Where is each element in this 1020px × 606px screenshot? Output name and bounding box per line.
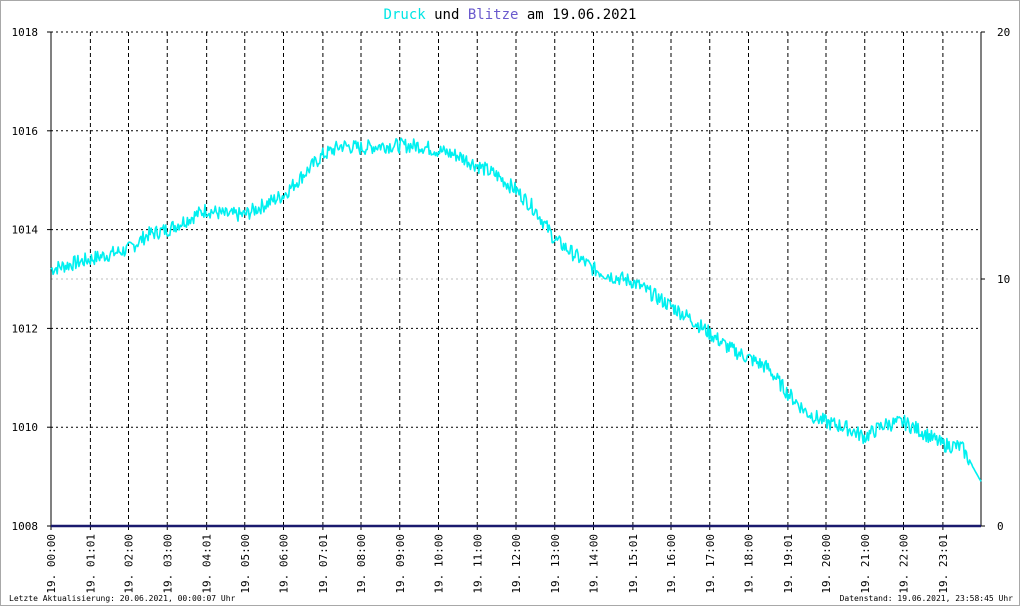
- y-right-tick-label: 0: [997, 520, 1004, 533]
- x-tick-label: 19. 19:01: [782, 534, 795, 594]
- x-tick-label: 19. 23:01: [937, 534, 950, 594]
- series-line-druck: [50, 137, 982, 482]
- y-right-tick-labels: 0 10 20: [997, 26, 1010, 533]
- x-tick-label: 19. 14:00: [588, 534, 601, 594]
- x-tick-label: 19. 11:00: [471, 534, 484, 594]
- title-date: am 19.06.2021: [518, 7, 636, 23]
- x-tick-label: 19. 17:00: [704, 534, 717, 594]
- footer-data-status: Datenstand: 19.06.2021, 23:58:45 Uhr: [840, 594, 1014, 603]
- x-tick-label: 19. 12:00: [510, 534, 523, 594]
- y-right-tick-label: 10: [997, 273, 1010, 286]
- x-tick-label: 19. 15:01: [627, 534, 640, 594]
- y-left-tick-label: 1008: [12, 520, 39, 533]
- y-left-tick-label: 1018: [12, 26, 39, 39]
- x-tick-label: 19. 00:00: [45, 534, 58, 594]
- x-tick-label: 19. 03:00: [161, 534, 174, 594]
- title-blitze: Blitze: [468, 7, 519, 23]
- x-tick-labels: 19. 00:00 19. 01:01 19. 02:00 19. 03:00 19. …: [45, 534, 950, 594]
- grid: [51, 32, 981, 526]
- y-left-tick-label: 1010: [12, 421, 39, 434]
- y-left-tick-label: 1014: [12, 224, 39, 237]
- x-tick-label: 19. 18:00: [743, 534, 756, 594]
- x-tick-label: 19. 13:00: [549, 534, 562, 594]
- x-tick-label: 19. 06:00: [278, 534, 291, 594]
- y-right-tick-label: 20: [997, 26, 1010, 39]
- chart-title: Druck und Blitze am 19.06.2021: [384, 7, 637, 23]
- x-tick-label: 19. 20:00: [820, 534, 833, 594]
- footer-last-update: Letzte Aktualisierung: 20.06.2021, 00:00…: [9, 594, 236, 603]
- y-left-tick-label: 1012: [12, 322, 39, 335]
- series-group: [50, 137, 982, 528]
- x-tick-label: 19. 09:00: [394, 534, 407, 594]
- x-tick-label: 19. 22:00: [898, 534, 911, 594]
- x-tick-label: 19. 01:01: [84, 534, 97, 594]
- x-tick-label: 19. 05:00: [239, 534, 252, 594]
- y-left-tick-label: 1016: [12, 125, 39, 138]
- x-tick-label: 19. 04:01: [201, 534, 214, 594]
- x-tick-label: 19. 10:00: [433, 534, 446, 594]
- x-tick-label: 19. 16:00: [665, 534, 678, 594]
- y-left-tick-labels: 1008 1010 1012 1014 1016 1018: [12, 26, 39, 533]
- title-druck: Druck: [384, 7, 427, 23]
- x-tick-label: 19. 07:01: [317, 534, 330, 594]
- title-und: und: [426, 7, 468, 23]
- x-tick-label: 19. 08:00: [355, 534, 368, 594]
- x-tick-label: 19. 21:00: [859, 534, 872, 594]
- x-tick-label: 19. 02:00: [123, 534, 136, 594]
